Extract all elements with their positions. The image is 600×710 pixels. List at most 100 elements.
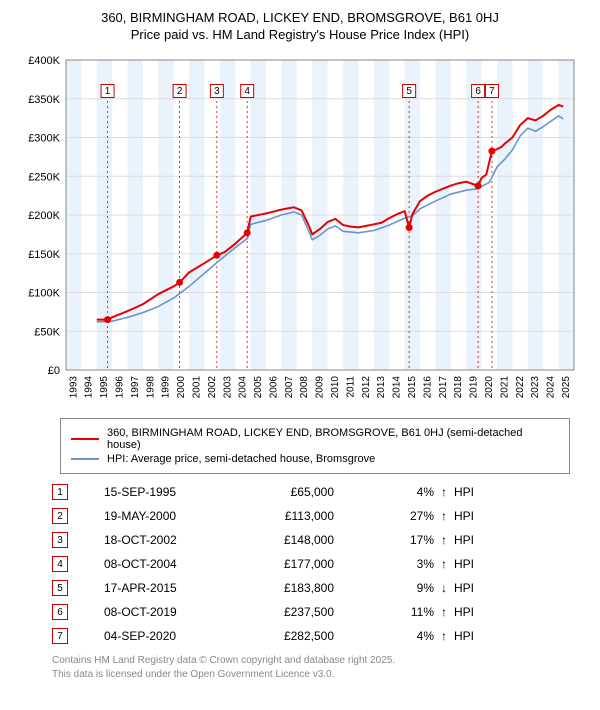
svg-text:2000: 2000	[176, 376, 187, 399]
svg-text:2008: 2008	[299, 376, 310, 399]
transaction-rel: HPI	[454, 533, 494, 547]
svg-text:2021: 2021	[499, 376, 510, 399]
transaction-rel: HPI	[454, 605, 494, 619]
transaction-date: 19-MAY-2000	[104, 509, 224, 523]
svg-text:2020: 2020	[484, 376, 495, 399]
arrow-up-icon: ↑	[434, 509, 454, 523]
transaction-date: 04-SEP-2020	[104, 629, 224, 643]
transaction-diff: 4%	[374, 629, 434, 643]
svg-text:2005: 2005	[253, 376, 264, 399]
arrow-down-icon: ↓	[434, 581, 454, 595]
transaction-diff: 17%	[374, 533, 434, 547]
arrow-up-icon: ↑	[434, 605, 454, 619]
transaction-rel: HPI	[454, 509, 494, 523]
transaction-index-box: 6	[52, 604, 68, 620]
legend-swatch	[71, 438, 99, 440]
transaction-row: 318-OCT-2002£148,00017%↑HPI	[52, 532, 570, 548]
legend: 360, BIRMINGHAM ROAD, LICKEY END, BROMSG…	[60, 418, 570, 474]
svg-text:£200K: £200K	[28, 210, 60, 222]
transaction-rel: HPI	[454, 581, 494, 595]
svg-text:2009: 2009	[315, 376, 326, 399]
svg-text:2025: 2025	[561, 376, 572, 399]
svg-text:6: 6	[475, 86, 481, 97]
svg-text:2023: 2023	[530, 376, 541, 399]
svg-text:2003: 2003	[222, 376, 233, 399]
legend-swatch	[71, 458, 99, 460]
svg-text:£100K: £100K	[28, 288, 60, 300]
chart-title-line1: 360, BIRMINGHAM ROAD, LICKEY END, BROMSG…	[10, 10, 590, 25]
footer-attribution: Contains HM Land Registry data © Crown c…	[52, 654, 570, 681]
transaction-rel: HPI	[454, 485, 494, 499]
footer-line2: This data is licensed under the Open Gov…	[52, 668, 570, 682]
svg-text:2015: 2015	[407, 376, 418, 399]
svg-text:2019: 2019	[469, 376, 480, 399]
transaction-price: £183,800	[224, 581, 374, 595]
svg-text:2014: 2014	[392, 376, 403, 399]
transaction-row: 219-MAY-2000£113,00027%↑HPI	[52, 508, 570, 524]
legend-item: 360, BIRMINGHAM ROAD, LICKEY END, BROMSG…	[71, 427, 559, 451]
transaction-date: 18-OCT-2002	[104, 533, 224, 547]
transactions-table: 115-SEP-1995£65,0004%↑HPI219-MAY-2000£11…	[52, 484, 570, 644]
svg-text:3: 3	[214, 86, 220, 97]
legend-item: HPI: Average price, semi-detached house,…	[71, 453, 559, 465]
transaction-price: £282,500	[224, 629, 374, 643]
chart-svg: £0 £50K £100K £150K £200K £250K £300K £350K £400…	[20, 50, 580, 410]
transaction-diff: 3%	[374, 557, 434, 571]
svg-text:£400K: £400K	[28, 55, 60, 67]
transaction-index-box: 1	[52, 484, 68, 500]
svg-text:2007: 2007	[284, 376, 295, 399]
svg-text:£250K: £250K	[28, 171, 60, 183]
transaction-date: 08-OCT-2019	[104, 605, 224, 619]
svg-text:£300K: £300K	[28, 133, 60, 145]
svg-text:2010: 2010	[330, 376, 341, 399]
transaction-diff: 11%	[374, 605, 434, 619]
svg-text:£50K: £50K	[34, 326, 60, 338]
transaction-diff: 9%	[374, 581, 434, 595]
legend-label: HPI: Average price, semi-detached house,…	[107, 453, 375, 465]
arrow-up-icon: ↑	[434, 485, 454, 499]
svg-text:2012: 2012	[361, 376, 372, 399]
transaction-date: 08-OCT-2004	[104, 557, 224, 571]
transaction-index-box: 5	[52, 580, 68, 596]
svg-text:1993: 1993	[68, 376, 79, 399]
chart-title-block: 360, BIRMINGHAM ROAD, LICKEY END, BROMSG…	[10, 10, 590, 42]
footer-line1: Contains HM Land Registry data © Crown c…	[52, 654, 570, 668]
svg-text:1996: 1996	[115, 376, 126, 399]
svg-text:2017: 2017	[438, 376, 449, 399]
transaction-price: £237,500	[224, 605, 374, 619]
transaction-index-box: 2	[52, 508, 68, 524]
svg-text:2016: 2016	[422, 376, 433, 399]
transaction-row: 704-SEP-2020£282,5004%↑HPI	[52, 628, 570, 644]
svg-text:2024: 2024	[546, 376, 557, 399]
transaction-index-box: 3	[52, 532, 68, 548]
transaction-rel: HPI	[454, 629, 494, 643]
svg-text:£350K: £350K	[28, 94, 60, 106]
transaction-rel: HPI	[454, 557, 494, 571]
transaction-date: 17-APR-2015	[104, 581, 224, 595]
transaction-price: £177,000	[224, 557, 374, 571]
svg-text:5: 5	[406, 86, 412, 97]
svg-text:2: 2	[177, 86, 183, 97]
arrow-up-icon: ↑	[434, 557, 454, 571]
svg-text:2011: 2011	[345, 376, 356, 398]
svg-text:£150K: £150K	[28, 249, 60, 261]
transaction-diff: 27%	[374, 509, 434, 523]
legend-label: 360, BIRMINGHAM ROAD, LICKEY END, BROMSG…	[107, 427, 559, 451]
svg-text:£0: £0	[48, 365, 60, 377]
transaction-index-box: 4	[52, 556, 68, 572]
arrow-up-icon: ↑	[434, 629, 454, 643]
transaction-price: £148,000	[224, 533, 374, 547]
transaction-date: 15-SEP-1995	[104, 485, 224, 499]
svg-text:1: 1	[105, 86, 111, 97]
svg-text:2002: 2002	[207, 376, 218, 399]
svg-text:1994: 1994	[84, 376, 95, 399]
transaction-price: £65,000	[224, 485, 374, 499]
svg-text:7: 7	[489, 86, 495, 97]
chart-title-line2: Price paid vs. HM Land Registry's House …	[10, 27, 590, 42]
svg-text:2013: 2013	[376, 376, 387, 399]
svg-text:1998: 1998	[145, 376, 156, 399]
svg-text:2001: 2001	[191, 376, 202, 399]
transaction-row: 5 17-APR-2015£183,8009%↓HPI	[52, 580, 570, 596]
svg-text:1995: 1995	[99, 376, 110, 399]
svg-text:2004: 2004	[238, 376, 249, 399]
